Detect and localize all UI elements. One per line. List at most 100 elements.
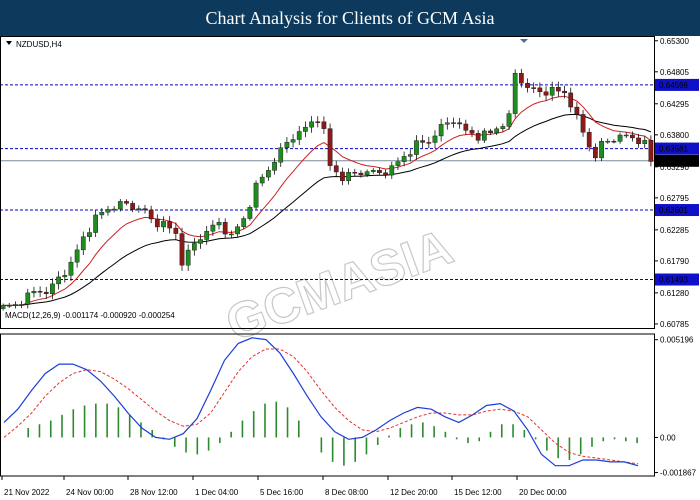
bullish-candle — [272, 157, 277, 175]
bullish-candle — [407, 149, 413, 162]
bearish-candle — [531, 82, 537, 94]
bearish-candle — [37, 286, 43, 298]
bearish-candle — [358, 170, 364, 178]
bullish-candle — [62, 269, 68, 283]
time-tick-label: 28 Nov 12:00 — [130, 488, 178, 497]
bullish-candle — [136, 205, 142, 213]
candle-body — [352, 172, 358, 174]
bullish-candle — [210, 220, 216, 236]
bullish-candle — [235, 223, 240, 237]
bullish-candle — [623, 132, 629, 138]
bearish-candle — [377, 167, 382, 176]
price-panel-frame — [0, 36, 655, 329]
time-tick-label: 21 Nov 2022 — [4, 488, 50, 497]
shift-marker-icon[interactable] — [520, 39, 528, 43]
time-tick-label: 15 Dec 12:00 — [454, 488, 502, 497]
candle-body — [340, 171, 345, 182]
candle-body — [407, 154, 413, 157]
axes: 0.65300 0.64805 0.64295 0.63800 0.63290 0.627… — [0, 36, 697, 497]
candle-body — [599, 140, 604, 159]
bullish-candle — [414, 135, 419, 160]
price-chart[interactable]: GCMASIA 0.645960.635810.626010.614930.63… — [0, 36, 700, 500]
candle-body — [426, 142, 432, 144]
candles-layer — [0, 68, 654, 311]
candle-body — [617, 134, 623, 142]
bullish-candle — [506, 110, 512, 130]
bullish-candle — [401, 151, 407, 167]
symbol-dropdown-icon[interactable] — [6, 41, 12, 45]
candle-body — [580, 114, 586, 133]
bearish-candle — [130, 200, 136, 213]
bullish-candle — [191, 237, 197, 256]
candle-body — [327, 128, 333, 166]
price-tick-label: 0.65300 — [660, 37, 689, 46]
current-price-label-bg — [655, 154, 699, 167]
level-label-bg — [655, 204, 699, 217]
bullish-candle — [31, 286, 37, 298]
candle-body — [272, 161, 277, 171]
time-tick-label: 12 Dec 20:00 — [390, 488, 438, 497]
current-price-label: 0.63386 — [659, 157, 688, 166]
bullish-candle — [642, 135, 648, 149]
bearish-candle — [488, 128, 493, 135]
candle-body — [494, 128, 500, 133]
candle-body — [105, 209, 111, 213]
bullish-candle — [451, 117, 456, 128]
bullish-candle — [296, 125, 302, 146]
bullish-candle — [432, 130, 438, 149]
bearish-candle — [167, 216, 173, 234]
candle-body — [13, 304, 18, 306]
bullish-candle — [481, 128, 487, 144]
candle-body — [451, 122, 456, 124]
candle-body — [586, 132, 592, 148]
bullish-candle — [303, 121, 308, 138]
bullish-candle — [290, 134, 296, 148]
bullish-candle — [19, 300, 24, 309]
bullish-candle — [25, 288, 31, 309]
candle-body — [179, 233, 185, 266]
bullish-candle — [6, 302, 12, 308]
bearish-candle — [556, 81, 561, 97]
candle-body — [593, 146, 598, 159]
candle-body — [124, 201, 129, 204]
candle-body — [50, 283, 55, 294]
candle-body — [31, 291, 37, 294]
candle-body — [161, 221, 166, 228]
bearish-candle — [124, 199, 129, 206]
candle-body — [278, 147, 284, 163]
bullish-candle — [161, 216, 166, 232]
bearish-candle — [580, 109, 586, 137]
bearish-candle — [179, 227, 185, 271]
bullish-candle — [266, 166, 271, 181]
level-label: 0.64596 — [659, 81, 688, 90]
candle-body — [630, 134, 635, 139]
candle-body — [43, 291, 49, 294]
candle-body — [370, 170, 376, 172]
time-tick-label: 20 Dec 00:00 — [519, 488, 567, 497]
level-label-bg — [655, 78, 699, 91]
candle-body — [210, 224, 216, 232]
candle-body — [130, 203, 136, 210]
candle-body — [259, 176, 265, 184]
bearish-candle — [426, 136, 432, 149]
level-label: 0.61493 — [659, 276, 688, 285]
candle-body — [333, 165, 339, 173]
bullish-candle — [605, 138, 611, 144]
candle-body — [19, 304, 24, 306]
candle-body — [383, 172, 388, 176]
price-tick-label: 0.61790 — [660, 257, 689, 266]
candle-body — [364, 171, 370, 176]
bearish-candle — [611, 139, 617, 144]
candle-body — [62, 275, 68, 278]
price-tick-label: 0.62795 — [660, 194, 689, 203]
bullish-candle — [198, 234, 203, 249]
bullish-candle — [87, 227, 92, 242]
bearish-candle — [420, 134, 425, 148]
macd-tick-label: -0.001867 — [660, 469, 697, 478]
slow-moving-average-line — [3, 114, 652, 306]
candle-body — [556, 87, 561, 92]
bullish-candle — [80, 231, 86, 256]
candle-body — [87, 232, 92, 237]
candle-body — [562, 90, 567, 94]
bearish-candle — [525, 78, 530, 93]
